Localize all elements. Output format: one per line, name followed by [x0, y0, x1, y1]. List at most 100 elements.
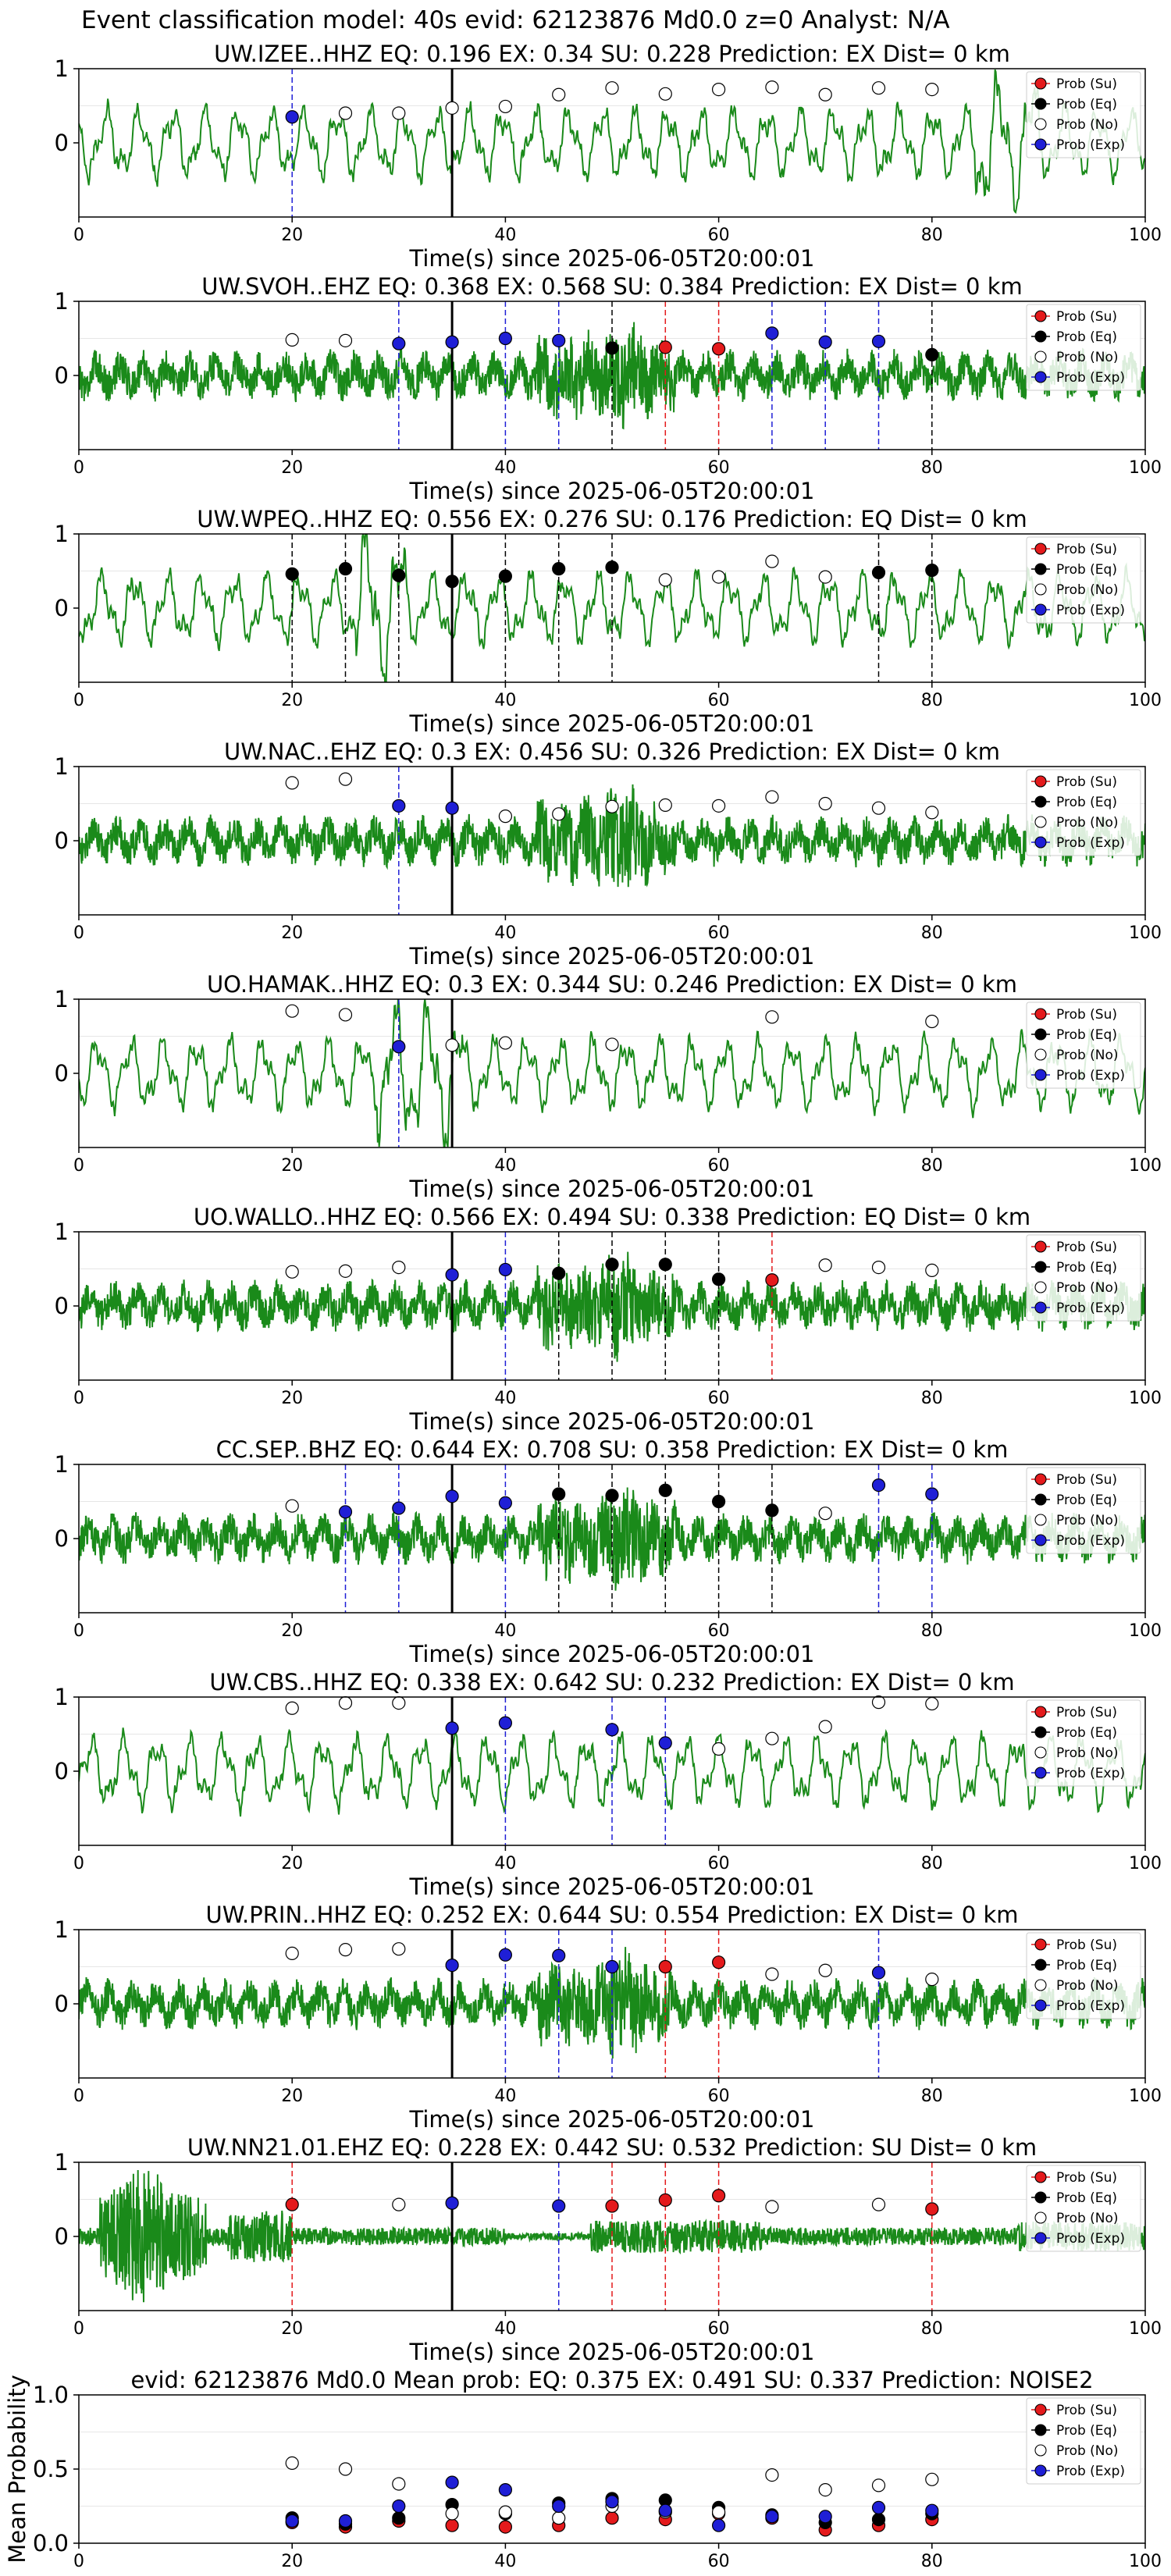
legend-label: Prob (No)	[1056, 1513, 1119, 1528]
y-tick-label: 1	[55, 2149, 69, 2176]
prob-marker-no	[711, 1742, 726, 1756]
legend-label: Prob (No)	[1056, 1280, 1119, 1296]
y-axis-label: Mean Probability	[4, 2375, 30, 2564]
y-tick-label: 1	[55, 1451, 69, 1478]
mean-prob-marker-exp	[658, 2503, 672, 2517]
prob-marker-no	[658, 798, 672, 813]
mean-prob-marker-no	[818, 2483, 832, 2497]
prob-marker-exp	[392, 1040, 406, 1054]
panel-2: UW.WPEQ..HHZ EQ: 0.556 EX: 0.276 SU: 0.1…	[55, 506, 1162, 737]
legend-label: Prob (Exp)	[1056, 1766, 1125, 1781]
prob-marker-su	[711, 1955, 726, 1969]
x-tick-label: 40	[494, 2552, 516, 2571]
legend-marker-su	[1034, 543, 1047, 555]
y-tick-label: 0	[55, 362, 69, 389]
legend: Prob (Su) Prob (Eq) Prob (No) Prob (Exp)	[1026, 2165, 1141, 2252]
legend-label: Prob (Exp)	[1056, 370, 1125, 386]
prob-marker-eq	[925, 563, 939, 578]
prob-marker-no	[818, 1720, 832, 1734]
prob-marker-no	[605, 1037, 619, 1051]
y-tick-label: 1	[55, 288, 69, 315]
legend: Prob (Su) Prob (Eq) Prob (No) Prob (Exp)	[1026, 536, 1141, 624]
x-tick-label: 40	[494, 691, 516, 710]
y-tick-label: 1	[55, 521, 69, 547]
x-tick-label: 40	[494, 2087, 516, 2106]
legend-marker-exp	[1034, 603, 1047, 616]
prob-marker-no	[818, 1258, 832, 1272]
prob-marker-exp	[445, 1959, 459, 1973]
mean-prob-marker-su	[498, 2520, 513, 2534]
x-tick-label: 20	[281, 691, 303, 710]
y-tick-label: 1	[55, 1916, 69, 1943]
legend-marker-no	[1034, 2444, 1047, 2457]
mean-prob-marker-no	[925, 2472, 939, 2486]
x-tick-label: 40	[494, 923, 516, 943]
legend-marker-no	[1034, 350, 1047, 363]
prob-marker-no	[871, 801, 886, 815]
legend-label: Prob (Eq)	[1056, 2190, 1117, 2206]
x-tick-label: 60	[708, 2552, 730, 2571]
x-tick-label: 100	[1129, 923, 1162, 943]
x-tick-label: 100	[1129, 2552, 1162, 2571]
legend-label: Prob (No)	[1056, 815, 1119, 831]
prob-marker-no	[765, 790, 779, 804]
legend-marker-no	[1034, 1979, 1047, 1991]
legend-label: Prob (No)	[1056, 1048, 1119, 1063]
panel-title: evid: 62123876 Md0.0 Mean prob: EQ: 0.37…	[130, 2367, 1093, 2393]
legend-marker-eq	[1034, 563, 1047, 575]
y-tick-label: 1	[55, 1684, 69, 1710]
legend-label: Prob (Exp)	[1056, 1300, 1125, 1316]
legend-marker-eq	[1034, 795, 1047, 808]
legend-marker-exp	[1034, 1301, 1047, 1314]
legend-marker-exp	[1034, 1767, 1047, 1779]
prob-marker-exp	[285, 110, 299, 124]
legend-label: Prob (No)	[1056, 1745, 1119, 1761]
x-tick-label: 100	[1129, 1156, 1162, 1176]
legend: Prob (Su) Prob (Eq) Prob (No) Prob (Exp)	[1026, 1932, 1141, 2019]
prob-marker-su	[658, 1959, 672, 1974]
waveform-trace	[79, 69, 1145, 215]
legend-label: Prob (Exp)	[1056, 137, 1125, 153]
panel-title: UO.WALLO..HHZ EQ: 0.566 EX: 0.494 SU: 0.…	[194, 1204, 1030, 1230]
x-tick-label: 60	[708, 923, 730, 943]
prob-marker-exp	[392, 799, 406, 813]
prob-marker-no	[871, 81, 886, 95]
y-tick-label: 1	[55, 55, 69, 82]
prob-marker-no	[765, 554, 779, 568]
panel-title: CC.SEP..BHZ EQ: 0.644 EX: 0.708 SU: 0.35…	[216, 1436, 1009, 1463]
legend-marker-no	[1034, 2211, 1047, 2224]
panel-title: UO.HAMAK..HHZ EQ: 0.3 EX: 0.344 SU: 0.24…	[207, 971, 1017, 998]
x-axis-label: Time(s) since 2025-06-05T20:00:01	[409, 1641, 815, 1667]
y-tick-label: 0	[55, 1525, 69, 1552]
mean-prob-marker-exp	[765, 2510, 779, 2524]
prob-marker-exp	[871, 1966, 886, 1980]
y-tick-label: 0	[55, 595, 69, 621]
legend-box	[1026, 71, 1141, 158]
prob-marker-exp	[552, 2199, 566, 2213]
x-tick-label: 80	[921, 2319, 943, 2339]
x-tick-label: 0	[73, 1156, 84, 1176]
prob-marker-exp	[871, 334, 886, 348]
x-tick-label: 40	[494, 1621, 516, 1641]
y-tick-label: 0	[55, 1293, 69, 1319]
x-tick-label: 20	[281, 923, 303, 943]
prob-marker-exp	[498, 1948, 513, 1962]
mean-prob-marker-exp	[498, 2483, 513, 2497]
panel-6: CC.SEP..BHZ EQ: 0.644 EX: 0.708 SU: 0.35…	[55, 1436, 1162, 1667]
mean-prob-marker-exp	[445, 2475, 459, 2489]
prob-marker-exp	[445, 1721, 459, 1735]
legend-marker-eq	[1034, 1028, 1047, 1041]
y-tick-label: 0	[55, 1991, 69, 2017]
panel-10: evid: 62123876 Md0.0 Mean prob: EQ: 0.37…	[4, 2367, 1162, 2571]
prob-marker-exp	[498, 1716, 513, 1730]
prob-marker-exp	[445, 335, 459, 349]
mean-prob-marker-no	[338, 2462, 353, 2476]
mean-prob-marker-no	[765, 2468, 779, 2482]
prob-marker-no	[338, 106, 353, 120]
y-tick-label: 0	[55, 2223, 69, 2250]
legend-marker-exp	[1034, 371, 1047, 383]
x-tick-label: 80	[921, 2087, 943, 2106]
prob-marker-no	[285, 1946, 299, 1960]
prob-marker-no	[552, 87, 566, 101]
mean-prob-marker-no	[871, 2478, 886, 2492]
